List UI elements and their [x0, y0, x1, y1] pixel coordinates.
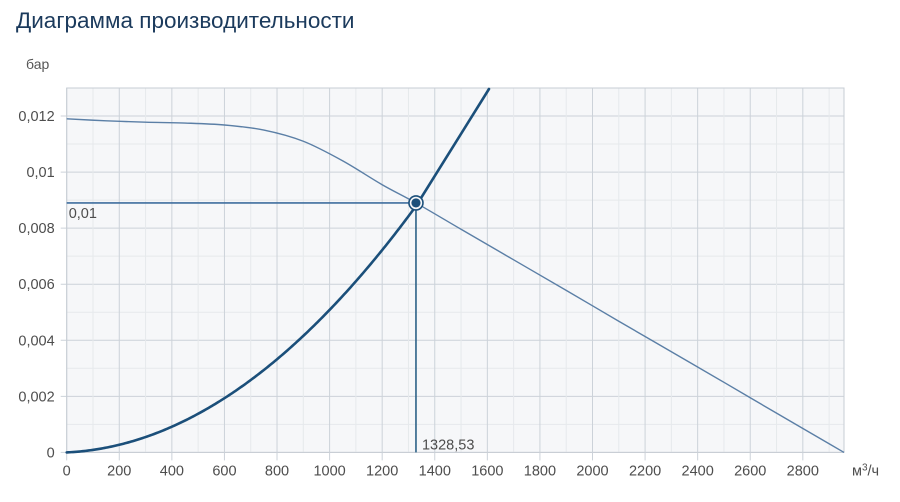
svg-text:2200: 2200: [629, 463, 661, 479]
svg-text:0: 0: [63, 463, 71, 479]
svg-text:1800: 1800: [524, 463, 556, 479]
svg-text:0,002: 0,002: [18, 389, 54, 405]
svg-text:0,012: 0,012: [18, 109, 54, 125]
svg-text:0,004: 0,004: [18, 333, 54, 349]
svg-text:0,01: 0,01: [26, 165, 54, 181]
svg-text:1000: 1000: [313, 463, 345, 479]
svg-text:800: 800: [265, 463, 289, 479]
svg-text:0,01: 0,01: [69, 206, 97, 222]
svg-text:1400: 1400: [419, 463, 451, 479]
svg-text:м3/ч: м3/ч: [852, 462, 879, 480]
svg-text:1200: 1200: [366, 463, 398, 479]
svg-text:2800: 2800: [787, 463, 819, 479]
svg-text:1328,53: 1328,53: [422, 437, 474, 453]
svg-text:2400: 2400: [682, 463, 714, 479]
svg-text:600: 600: [212, 463, 236, 479]
svg-text:200: 200: [107, 463, 131, 479]
svg-text:2600: 2600: [734, 463, 766, 479]
svg-text:2000: 2000: [576, 463, 608, 479]
svg-text:0: 0: [47, 445, 55, 461]
svg-text:0,008: 0,008: [18, 221, 54, 237]
svg-text:400: 400: [160, 463, 184, 479]
svg-text:0,006: 0,006: [18, 277, 54, 293]
svg-text:1600: 1600: [471, 463, 503, 479]
